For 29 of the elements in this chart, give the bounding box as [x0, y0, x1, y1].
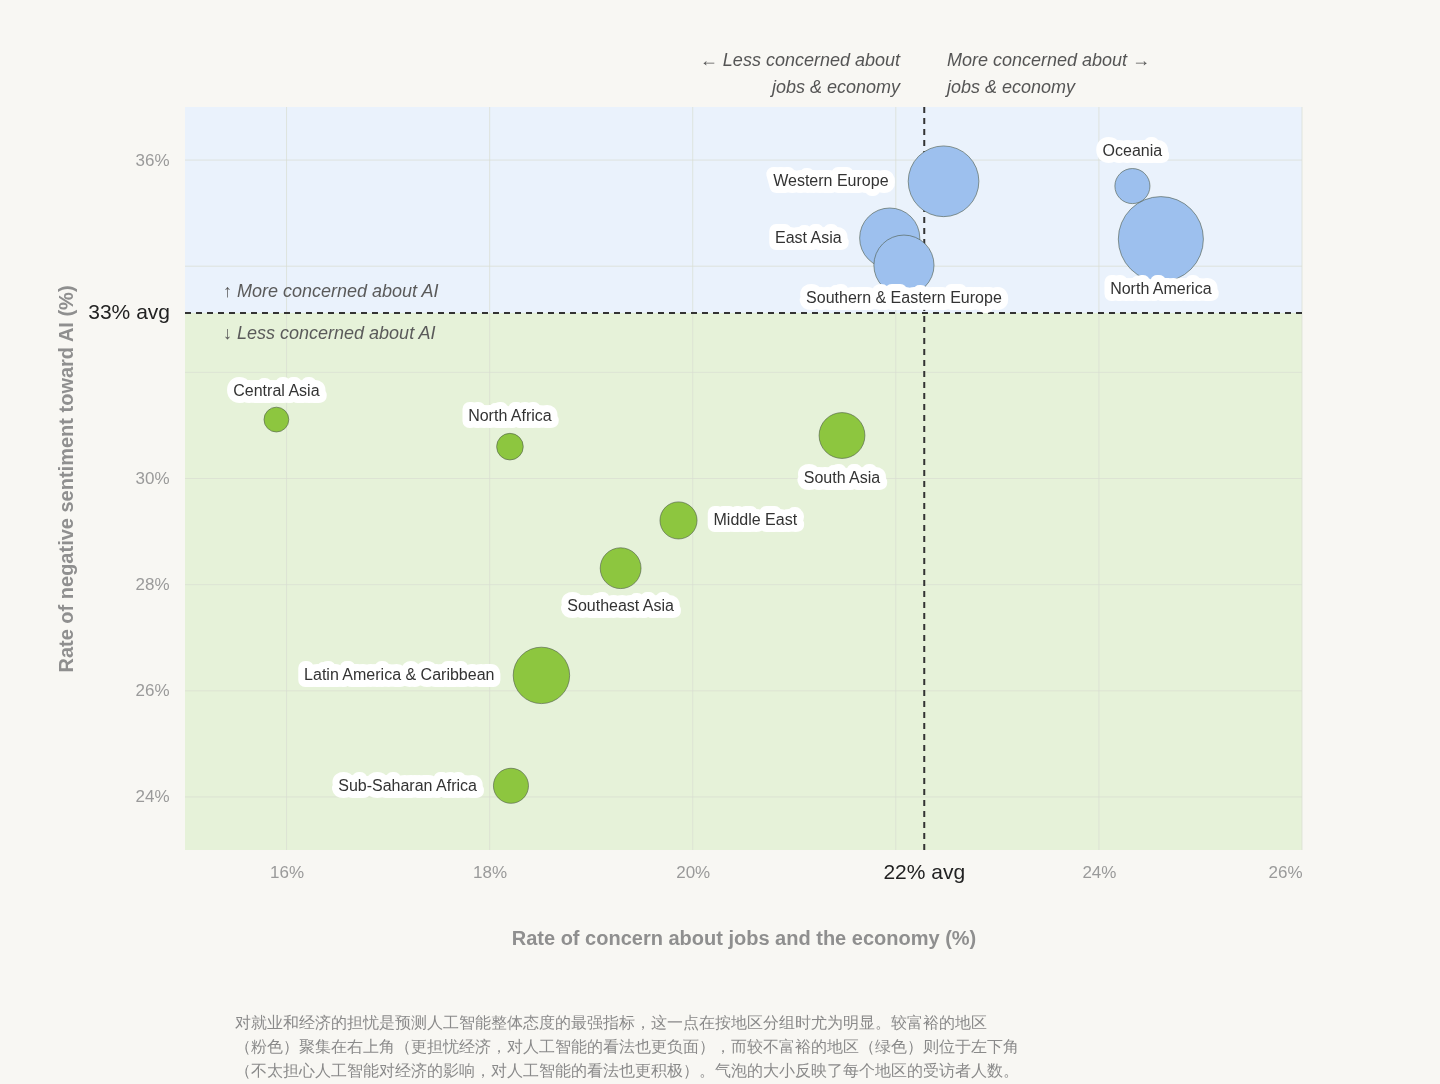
text: 对就业和经济的担忧是预测人工智能整体态度的最强指标，这一点在按地区分组时尤为明显。较富裕的地区（粉色）聚集在右上角（更担忧经济，对人工智能的看法也更负面），而较不富裕的地区（绿色）则位于左下角（不太担心人工智能对经济的影响，对人工智能的看法也更积极）。气泡的大小反映了每个地区的受访者人数。: [235, 1014, 1019, 1079]
text: ← Less concerned about jobs & economy: [699, 50, 901, 97]
y-tick-label: 28%: [135, 575, 170, 595]
series-label: Central Asia: [233, 381, 320, 399]
band-label: ↑ More concerned about AI: [223, 280, 439, 301]
x-tick-label: 16%: [270, 862, 305, 882]
series-label: Western Europe: [773, 172, 889, 190]
series-label: East Asia: [775, 229, 842, 247]
series-label: South Asia: [803, 468, 881, 486]
series-label: Oceania: [1102, 142, 1163, 160]
x-axis-title: Rate of concern about jobs and the economy (%): [511, 926, 977, 949]
series-label: Middle East: [713, 511, 798, 529]
ref-line-label: 33% avg: [88, 299, 170, 323]
y-tick-label: 36%: [135, 150, 170, 170]
x-tick-label: 20%: [676, 862, 711, 882]
ref-line-label: 22% avg: [883, 860, 966, 883]
x-tick-label: 26%: [1268, 862, 1303, 882]
series-label: Southeast Asia: [567, 597, 675, 615]
x-tick-label: 18%: [473, 862, 508, 882]
text: More concerned about → jobs & economy: [944, 50, 1151, 97]
y-axis-title: Rate of negative sentiment toward AI (%): [55, 285, 78, 673]
series-label: Sub-Saharan Africa: [338, 776, 478, 794]
series-label: North Africa: [468, 406, 552, 424]
band-label: ↓ Less concerned about AI: [223, 322, 436, 343]
y-tick-label: 26%: [135, 681, 170, 701]
y-tick-label: 30%: [135, 469, 170, 488]
x-tick-label: 24%: [1082, 862, 1117, 882]
y-tick-label: 24%: [135, 787, 170, 807]
series-label: Latin America & Caribbean: [304, 666, 495, 684]
